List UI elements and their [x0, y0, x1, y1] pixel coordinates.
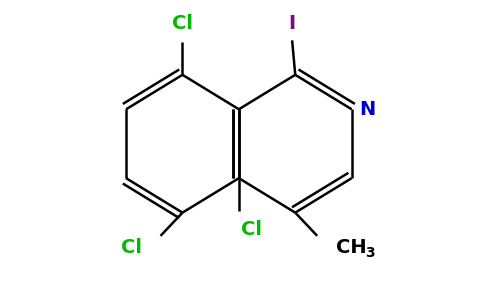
Text: CH: CH — [336, 238, 366, 256]
Text: Cl: Cl — [172, 14, 193, 34]
Text: 3: 3 — [365, 246, 375, 260]
Text: Cl: Cl — [121, 238, 142, 256]
Text: Cl: Cl — [241, 220, 262, 238]
Text: I: I — [288, 14, 296, 34]
Text: N: N — [359, 100, 376, 119]
